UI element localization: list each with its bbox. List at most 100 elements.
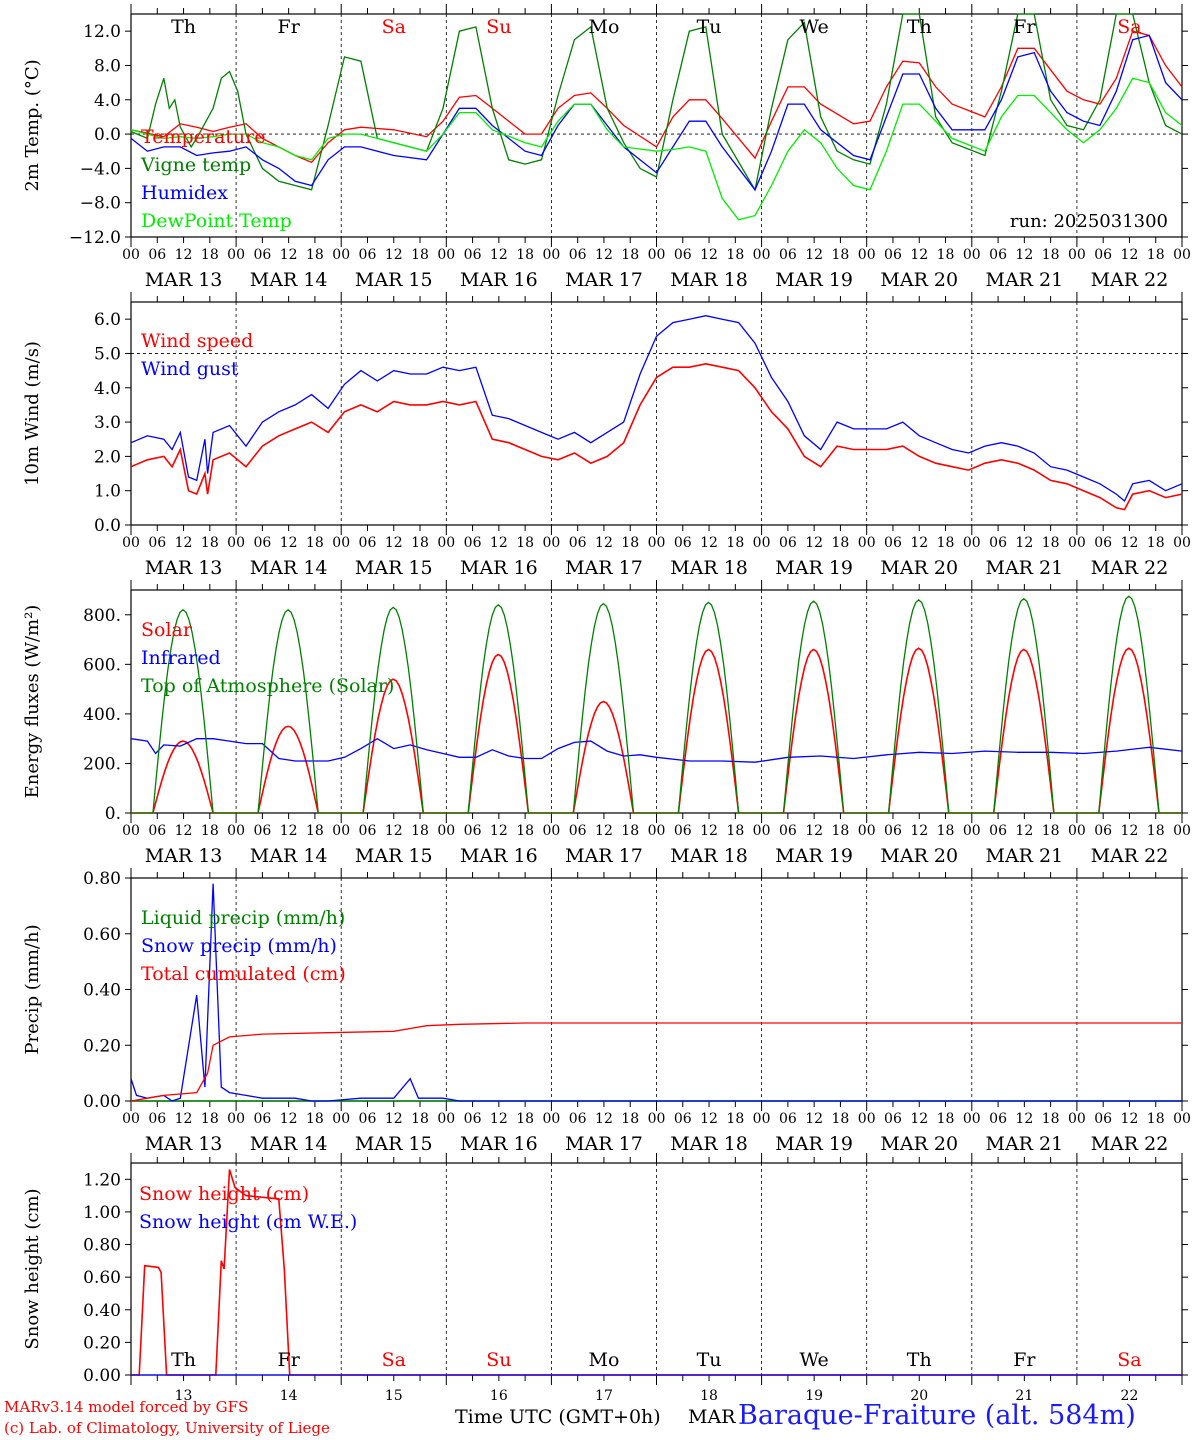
day-number-label: 19 — [805, 1388, 823, 1404]
hour-tick-label: 12 — [175, 535, 193, 551]
hour-tick-label: 00 — [858, 1111, 876, 1127]
y-tick-label: 0.00 — [83, 1366, 121, 1386]
hour-tick-label: 18 — [306, 1111, 324, 1127]
day-number-label: 21 — [1015, 1388, 1033, 1404]
series-line-top-of-atmosphere-solar- — [131, 595, 1182, 814]
hour-tick-label: 00 — [542, 1111, 560, 1127]
weekday-label: Fr — [278, 16, 301, 38]
hour-tick-label: 06 — [253, 535, 271, 551]
legend-entry: DewPoint Temp — [141, 210, 292, 232]
hour-tick-label: 06 — [884, 247, 902, 263]
date-label: MAR 22 — [1091, 845, 1169, 867]
panel-2: 0.0 1.0 2.0 3.0 4.0 5.0 6.0 10m Wind (m/s) 00 06 1… — [22, 292, 1191, 579]
hour-tick-label: 00 — [858, 247, 876, 263]
series-line-infrared — [130, 737, 1183, 763]
y-tick-label: 800. — [83, 606, 121, 626]
hour-tick-label: 18 — [937, 823, 955, 839]
date-label: MAR 18 — [670, 269, 748, 291]
hour-tick-label: 12 — [490, 247, 508, 263]
day-number-label: 17 — [595, 1388, 613, 1404]
y-tick-label: 0.60 — [83, 925, 121, 945]
hour-tick-label: 12 — [700, 1111, 718, 1127]
series-line-vigne-temp — [130, 13, 1183, 192]
date-label: MAR 20 — [880, 845, 958, 867]
hour-tick-label: 18 — [937, 535, 955, 551]
hour-tick-label: 18 — [832, 247, 850, 263]
y-tick-label: 600. — [83, 655, 121, 675]
hour-tick-label: 00 — [753, 247, 771, 263]
hour-tick-label: 18 — [621, 247, 639, 263]
hour-tick-label: 12 — [805, 1111, 823, 1127]
hour-tick-label: 06 — [779, 823, 797, 839]
hour-tick-label: 00 — [542, 247, 560, 263]
weekday-label: Th — [907, 1349, 932, 1371]
date-label: MAR 17 — [565, 1133, 643, 1155]
date-label: MAR 14 — [250, 1133, 328, 1155]
weekday-label: Su — [486, 1349, 511, 1371]
y-axis-label: Energy fluxes (W/m²) — [22, 605, 43, 799]
hour-tick-label: 12 — [1121, 823, 1139, 839]
weekday-label: Th — [171, 16, 196, 38]
hour-tick-label: 18 — [516, 1111, 534, 1127]
legend-entry: Snow precip (mm/h) — [141, 935, 337, 957]
hour-tick-label: 12 — [490, 823, 508, 839]
hour-tick-label: 18 — [621, 535, 639, 551]
hour-tick-label: 06 — [884, 1111, 902, 1127]
date-label: MAR 20 — [880, 269, 958, 291]
hour-tick-label: 06 — [359, 823, 377, 839]
y-tick-label: 400. — [83, 705, 121, 725]
hour-tick-label: 18 — [1042, 1111, 1060, 1127]
hour-tick-label: 06 — [569, 247, 587, 263]
x-axis-title: Time UTC (GMT+0h) — [455, 1406, 661, 1428]
hour-tick-label: 00 — [858, 823, 876, 839]
y-tick-label: 0.60 — [83, 1268, 121, 1288]
hour-tick-label: 00 — [1068, 535, 1086, 551]
date-label: MAR 19 — [775, 269, 853, 291]
hour-tick-label: 18 — [516, 535, 534, 551]
hour-tick-label: 12 — [805, 823, 823, 839]
hour-tick-label: 18 — [621, 823, 639, 839]
y-tick-label: 1.0 — [94, 482, 121, 502]
legend-entry: Liquid precip (mm/h) — [141, 907, 345, 929]
hour-tick-label: 18 — [411, 247, 429, 263]
date-label: MAR 21 — [985, 269, 1063, 291]
date-label: MAR 13 — [145, 557, 223, 579]
legend-entry: Snow height (cm W.E.) — [139, 1211, 357, 1233]
y-tick-label: 0.80 — [83, 869, 121, 889]
lab-credit: (c) Lab. of Climatology, University of L… — [4, 1419, 330, 1437]
date-label: MAR 13 — [145, 845, 223, 867]
hour-tick-label: 18 — [1147, 1111, 1165, 1127]
hour-tick-label: 18 — [726, 535, 744, 551]
hour-tick-label: 00 — [227, 535, 245, 551]
hour-tick-label: 06 — [359, 1111, 377, 1127]
date-label: MAR 15 — [355, 557, 433, 579]
y-tick-label: 1.00 — [83, 1203, 121, 1223]
weekday-label: Su — [486, 16, 511, 38]
hour-tick-label: 12 — [1121, 247, 1139, 263]
hour-tick-label: 00 — [332, 1111, 350, 1127]
y-tick-label: −8.0 — [80, 194, 121, 214]
hour-tick-label: 06 — [989, 1111, 1007, 1127]
hour-tick-label: 06 — [1094, 823, 1112, 839]
date-label: MAR 22 — [1091, 269, 1169, 291]
weekday-label: Mo — [588, 16, 619, 38]
y-tick-label: 0. — [105, 804, 121, 824]
legend-entry: Temperature — [141, 126, 265, 148]
date-label: MAR 20 — [880, 557, 958, 579]
date-label: MAR 15 — [355, 269, 433, 291]
y-tick-label: 0.80 — [83, 1236, 121, 1256]
hour-tick-label: 12 — [910, 535, 928, 551]
y-tick-label: 0.20 — [83, 1333, 121, 1353]
y-tick-label: 0.00 — [83, 1092, 121, 1112]
hour-tick-label: 06 — [1094, 247, 1112, 263]
date-label: MAR 16 — [460, 269, 538, 291]
hour-tick-label: 12 — [1121, 535, 1139, 551]
hour-tick-label: 18 — [832, 823, 850, 839]
hour-tick-label: 18 — [516, 247, 534, 263]
hour-tick-label: 18 — [306, 535, 324, 551]
hour-tick-label: 00 — [332, 247, 350, 263]
date-label: MAR 22 — [1091, 557, 1169, 579]
series-line-dewpoint-temp — [130, 77, 1183, 221]
y-tick-label: 200. — [83, 754, 121, 774]
hour-tick-label: 06 — [989, 823, 1007, 839]
